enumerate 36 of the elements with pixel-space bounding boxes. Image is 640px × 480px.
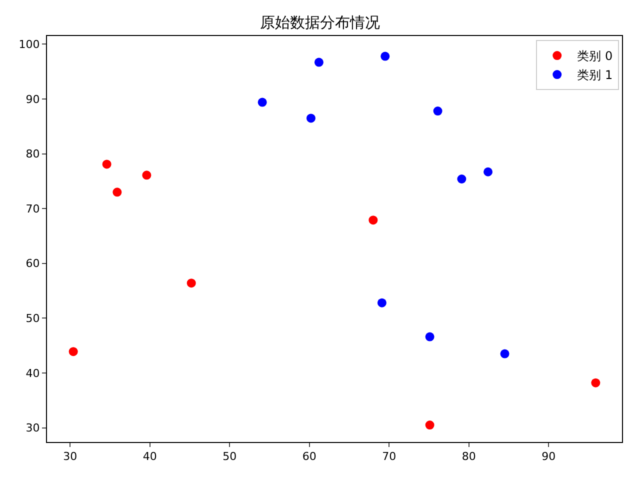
x-tick-label: 30 <box>63 450 78 464</box>
point <box>591 378 600 388</box>
point <box>68 347 78 356</box>
y-tick-label: 60 <box>26 257 40 270</box>
y-tick-label: 100 <box>18 38 40 52</box>
point <box>314 58 324 67</box>
point <box>368 216 378 225</box>
y-tick-label: 50 <box>26 312 40 326</box>
legend-label: 类别 1 <box>577 68 613 82</box>
point <box>102 160 112 169</box>
point <box>258 98 267 107</box>
point <box>142 170 152 180</box>
point <box>377 298 386 308</box>
y-tick-label: 80 <box>26 148 40 161</box>
x-tick-label: 70 <box>382 450 396 464</box>
chart-title: 原始数据分布情况 <box>260 13 380 32</box>
y-tick-label: 30 <box>26 422 40 435</box>
point <box>433 106 442 116</box>
y-tick-label: 70 <box>26 202 40 216</box>
point <box>425 332 434 342</box>
x-tick-label: 40 <box>142 450 157 464</box>
x-tick-label: 50 <box>222 450 237 464</box>
x-tick-label: 90 <box>542 450 556 464</box>
point <box>457 174 466 184</box>
y-tick-label: 90 <box>26 92 40 106</box>
legend-label: 类别 0 <box>577 49 613 64</box>
x-tick-label: 60 <box>302 450 316 464</box>
point <box>306 114 316 123</box>
x-tick-label: 80 <box>462 450 476 464</box>
point <box>186 278 196 288</box>
y-tick-label: 40 <box>26 366 40 380</box>
point <box>380 52 390 61</box>
point <box>484 167 493 176</box>
point <box>112 188 122 197</box>
point <box>500 349 510 358</box>
point <box>425 420 434 430</box>
